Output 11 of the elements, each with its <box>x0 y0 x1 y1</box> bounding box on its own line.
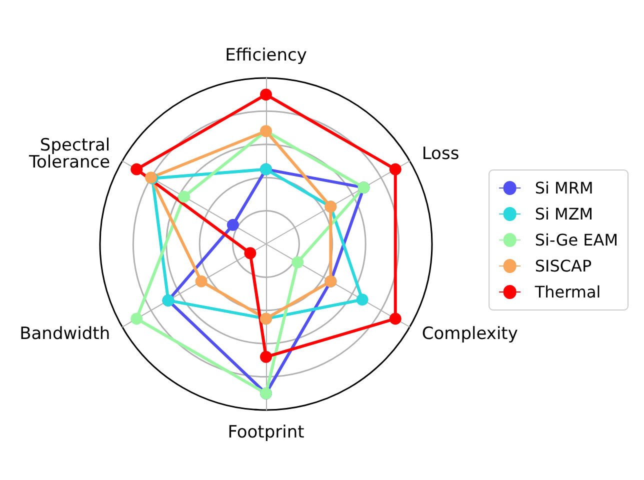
spoke-label: Efficiency <box>225 46 307 66</box>
spoke-label: Spectral Tolerance <box>28 136 110 172</box>
legend-label: Si MRM <box>534 178 594 198</box>
spoke-label: Complexity <box>422 324 518 344</box>
spoke-label: Bandwidth <box>20 324 110 344</box>
spoke-label: Footprint <box>228 422 305 442</box>
legend-label: Si-Ge EAM <box>534 230 618 250</box>
legend-label: Si MZM <box>534 204 594 224</box>
spoke-label: Loss <box>422 144 460 164</box>
legend-label: Thermal <box>534 282 601 302</box>
legend-label: SISCAP <box>534 256 592 276</box>
